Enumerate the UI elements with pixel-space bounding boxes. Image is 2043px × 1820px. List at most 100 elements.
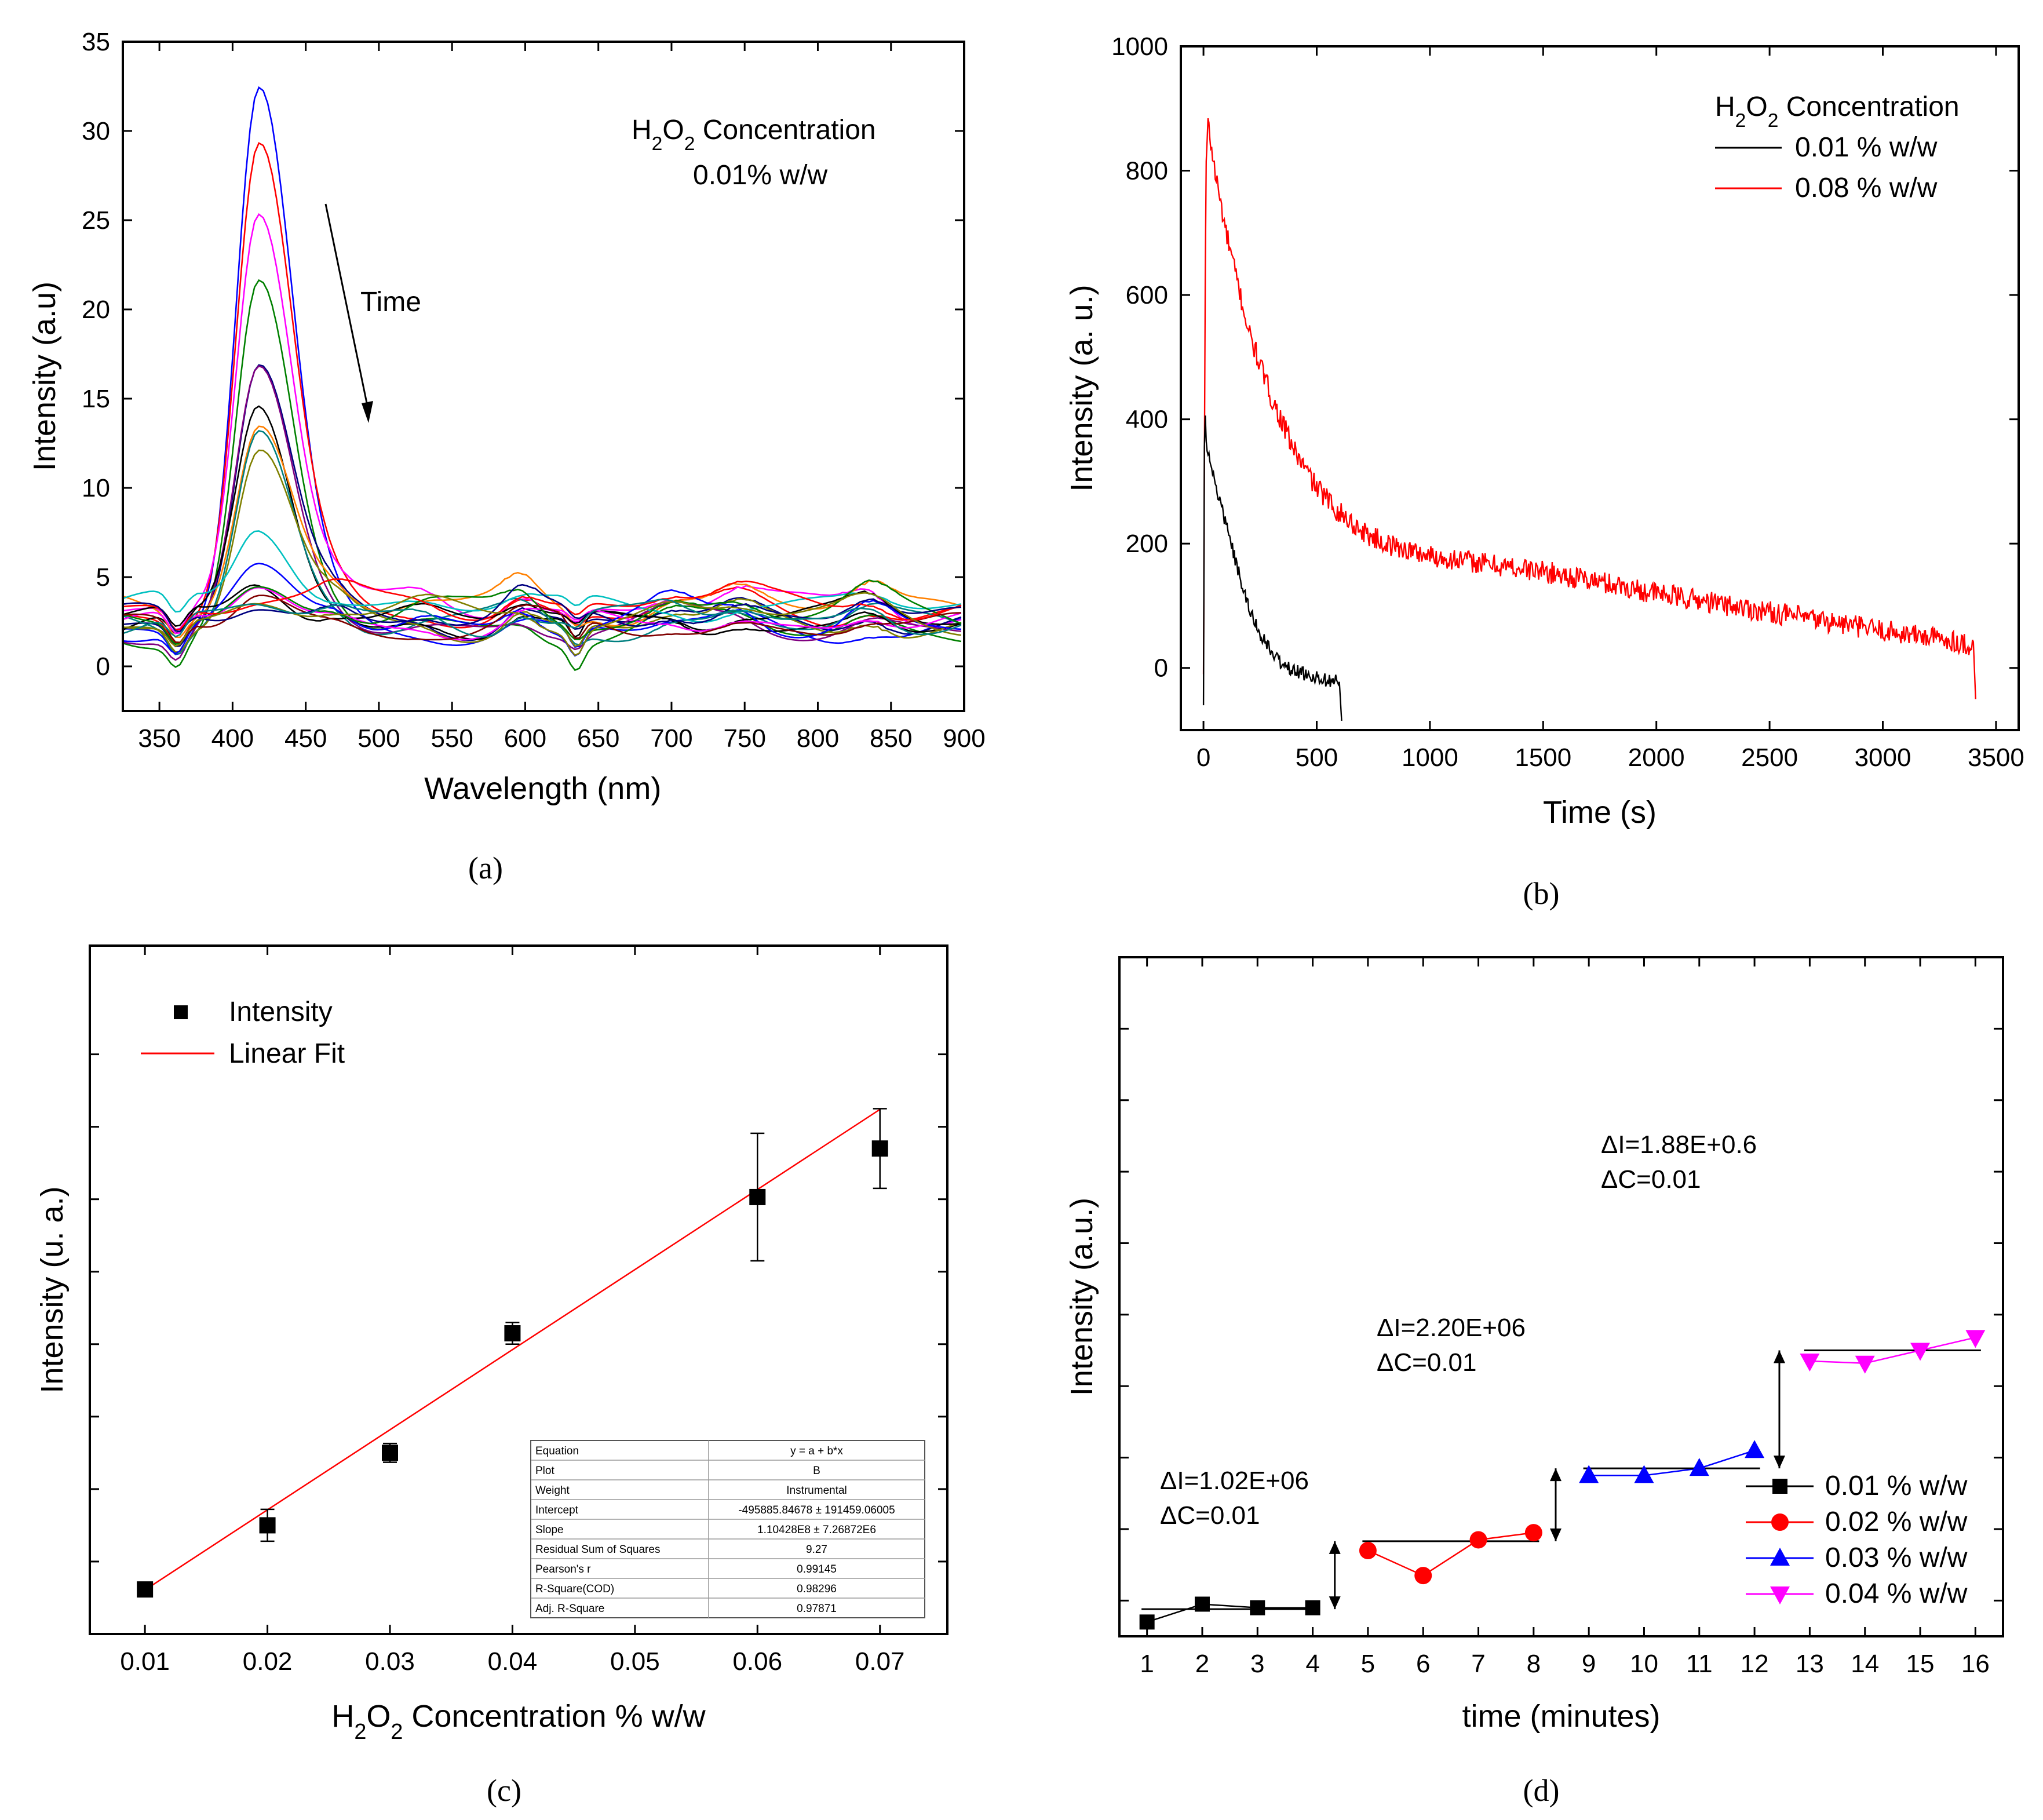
x-tick-label: 13 bbox=[1796, 1650, 1824, 1678]
x-tick-label: 4 bbox=[1305, 1650, 1319, 1678]
annotation-title: H2O2 Concentration bbox=[632, 115, 876, 155]
x-axis-label: Wavelength (nm) bbox=[424, 771, 661, 806]
x-tick-label: 5 bbox=[1361, 1650, 1375, 1678]
series-line bbox=[1367, 1531, 1534, 1577]
series-line bbox=[1589, 1450, 1755, 1476]
y-tick-label: 0 bbox=[96, 652, 110, 681]
data-point bbox=[259, 1517, 276, 1534]
panel-a: 350 400 450 500 550 600 650 700 750 800 850 900 0 5 10… bbox=[27, 28, 986, 885]
spectrum-line bbox=[123, 86, 962, 655]
legend-title-part: O bbox=[1746, 92, 1767, 122]
x-tick-label: 450 bbox=[284, 724, 327, 753]
legend-marker bbox=[174, 1005, 188, 1019]
step-delta-c: ΔC=0.01 bbox=[1160, 1501, 1260, 1530]
step-delta-i: ΔI=1.88E+0.6 bbox=[1601, 1130, 1757, 1159]
traces-group bbox=[1202, 118, 1976, 721]
y-tick-label: 30 bbox=[82, 117, 110, 145]
fit-table-value: -495885.84678 ± 191459.06005 bbox=[738, 1504, 895, 1516]
x-tick-label: 7 bbox=[1471, 1650, 1485, 1678]
fit-table-key: Slope bbox=[535, 1524, 564, 1536]
legend-entry: 0.03 % w/w bbox=[1825, 1542, 1968, 1573]
data-point bbox=[1634, 1465, 1654, 1483]
y-axis-label: Intensity (u. a.) bbox=[35, 1186, 70, 1393]
x-tick-label: 1 bbox=[1140, 1650, 1154, 1678]
y-axis-label: Intensity (a. u.) bbox=[1064, 285, 1099, 491]
arrow-head bbox=[1329, 1596, 1341, 1610]
x-tick-label: 400 bbox=[211, 724, 254, 753]
y-tick-label: 25 bbox=[82, 206, 110, 235]
arrow-label: Time bbox=[360, 287, 421, 318]
panel-label: (c) bbox=[487, 1773, 521, 1808]
legend-title-part: 2 bbox=[1768, 110, 1779, 132]
fit-table-key: R-Square(COD) bbox=[535, 1583, 614, 1595]
fit-table-value: 9.27 bbox=[806, 1544, 827, 1556]
x-tick-label: 3 bbox=[1250, 1650, 1264, 1678]
panel-label: (d) bbox=[1523, 1773, 1560, 1808]
x-axis-label-part: H bbox=[331, 1699, 354, 1734]
y-tick-label: 400 bbox=[1126, 406, 1168, 434]
spectrum-line bbox=[123, 599, 962, 638]
fit-table-value: y = a + b*x bbox=[790, 1445, 843, 1457]
x-tick-label: 0.01 bbox=[120, 1647, 170, 1676]
y-tick-label: 35 bbox=[82, 28, 110, 56]
x-tick-label: 0.04 bbox=[488, 1647, 538, 1676]
y-tick-label: 15 bbox=[82, 385, 110, 413]
x-axis-label-part: O bbox=[366, 1699, 391, 1734]
data-point bbox=[1305, 1600, 1320, 1615]
legend-entry: 0.01 % w/w bbox=[1795, 132, 1938, 163]
annotation-title-part: Concentration bbox=[695, 115, 875, 145]
data-point bbox=[1855, 1355, 1875, 1374]
time-arrow-shaft bbox=[324, 203, 370, 412]
plot-frame bbox=[1118, 956, 2004, 1637]
x-axis-label: time (minutes) bbox=[1462, 1699, 1660, 1734]
x-tick-label: 350 bbox=[138, 724, 180, 753]
data-point bbox=[382, 1445, 398, 1461]
spectrum-line bbox=[123, 592, 962, 656]
x-tick-label: 700 bbox=[650, 724, 692, 753]
data-point bbox=[137, 1581, 154, 1598]
data-point bbox=[1771, 1513, 1789, 1531]
x-tick-label: 0.03 bbox=[365, 1647, 415, 1676]
data-point bbox=[1579, 1465, 1599, 1483]
legend-title: H2O2 Concentration bbox=[1715, 92, 1960, 132]
data-point bbox=[1524, 1524, 1542, 1542]
data-point bbox=[1469, 1531, 1487, 1549]
x-tick-label: 10 bbox=[1630, 1650, 1658, 1678]
x-tick-label: 0.06 bbox=[732, 1647, 782, 1676]
arrow-head bbox=[1773, 1350, 1785, 1363]
panel-label: (a) bbox=[468, 851, 503, 885]
annotation-value: 0.01% w/w bbox=[693, 160, 827, 191]
data-point bbox=[1359, 1541, 1377, 1559]
x-tick-label: 500 bbox=[357, 724, 400, 753]
data-point bbox=[871, 1140, 888, 1157]
x-tick-label: 6 bbox=[1416, 1650, 1430, 1678]
series-line bbox=[1809, 1337, 1976, 1364]
x-axis-label: H2O2 Concentration % w/w bbox=[331, 1699, 706, 1744]
data-point bbox=[1770, 1548, 1790, 1566]
fit-table-key: Plot bbox=[535, 1465, 554, 1477]
data-point bbox=[1194, 1596, 1210, 1612]
y-tick-label: 20 bbox=[82, 296, 110, 324]
fit-table-key: Residual Sum of Squares bbox=[535, 1544, 660, 1556]
data-point bbox=[1965, 1330, 1986, 1348]
spectrum-line bbox=[123, 578, 962, 630]
x-tick-label: 15 bbox=[1906, 1650, 1935, 1678]
data-point bbox=[1745, 1440, 1765, 1458]
x-tick-label: 650 bbox=[577, 724, 619, 753]
x-tick-label: 2000 bbox=[1628, 743, 1685, 772]
y-tick-label: 200 bbox=[1126, 530, 1168, 558]
y-tick-label: 5 bbox=[96, 563, 110, 592]
x-axis-label-part: 2 bbox=[391, 1720, 403, 1744]
data-point bbox=[504, 1325, 521, 1342]
x-tick-label: 0.07 bbox=[855, 1647, 905, 1676]
data-point bbox=[1800, 1354, 1820, 1372]
fit-table-value: 0.99145 bbox=[797, 1563, 837, 1575]
panel-label: (b) bbox=[1523, 876, 1560, 911]
y-tick-label: 800 bbox=[1126, 157, 1168, 185]
plot-frame bbox=[122, 41, 965, 712]
spectrum-line bbox=[123, 579, 962, 645]
x-tick-label: 850 bbox=[870, 724, 912, 753]
x-tick-label: 11 bbox=[1686, 1650, 1713, 1678]
fit-table-key: Adj. R-Square bbox=[535, 1603, 604, 1615]
